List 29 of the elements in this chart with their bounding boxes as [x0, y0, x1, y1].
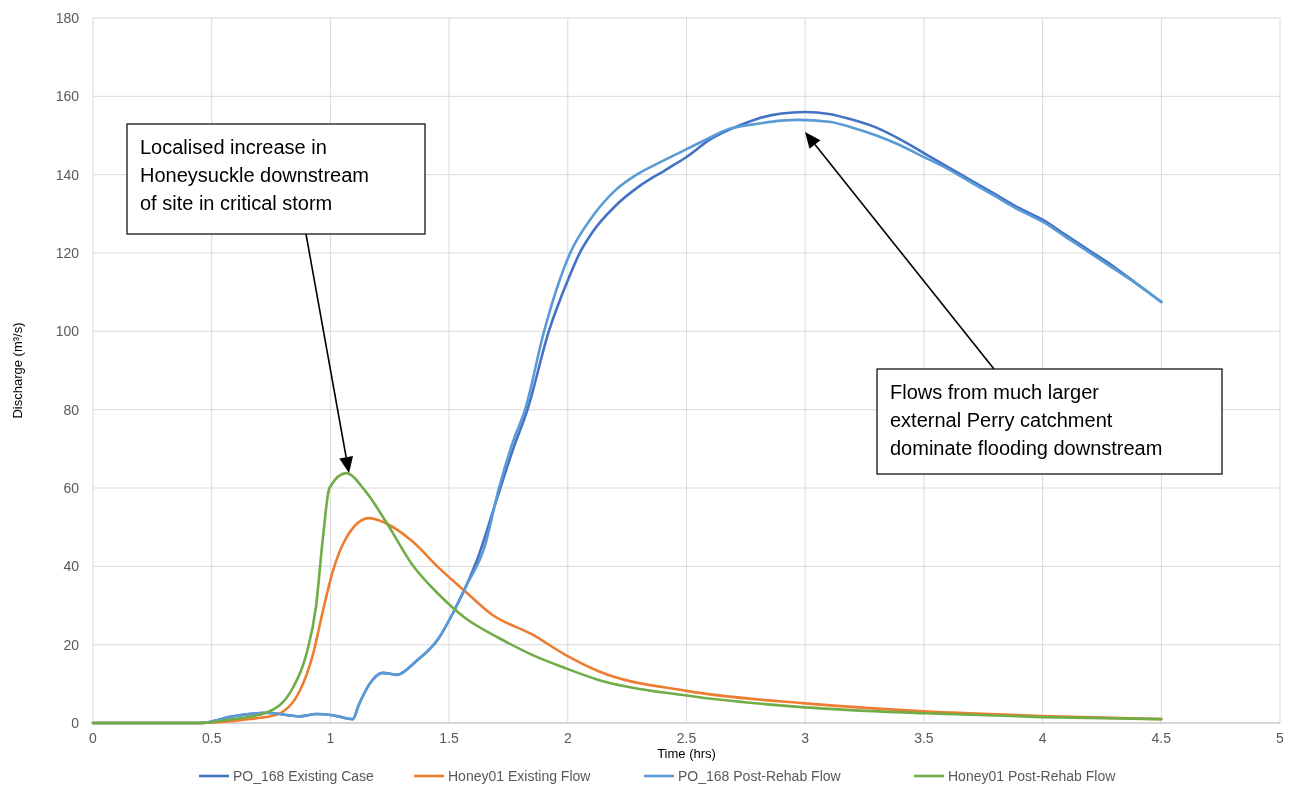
- legend-label: Honey01 Existing Flow: [448, 768, 592, 784]
- y-tick-label: 140: [55, 166, 80, 183]
- x-axis-title: Time (hrs): [657, 746, 716, 761]
- legend-label: PO_168 Existing Case: [233, 768, 375, 784]
- x-tick-label: 2.5: [676, 730, 697, 746]
- x-tick-label: 0: [89, 730, 98, 746]
- y-tick-label: 100: [55, 323, 80, 340]
- y-tick-label: 120: [55, 245, 80, 261]
- y-tick-label: 0: [71, 715, 80, 731]
- x-tick-label: 4.5: [1151, 730, 1172, 746]
- x-tick-label: 5: [1276, 730, 1285, 746]
- x-tick-label: 1: [326, 730, 335, 746]
- x-tick-label: 4: [1038, 730, 1047, 746]
- y-tick-label: 60: [63, 480, 80, 496]
- legend-label: PO_168 Post-Rehab Flow: [678, 768, 842, 784]
- x-tick-label: 2: [563, 730, 572, 746]
- x-tick-label: 1.5: [439, 730, 460, 746]
- y-tick-label: 180: [55, 10, 80, 26]
- annotation: Localised increase in Honeysuckle downstream of site in critical storm: [140, 136, 369, 214]
- x-tick-label: 0.5: [201, 730, 222, 746]
- x-tick-label: 3: [801, 730, 810, 746]
- legend-label: Honey01 Post-Rehab Flow: [948, 768, 1117, 784]
- y-tick-label: 40: [63, 558, 80, 575]
- y-tick-label: 20: [63, 636, 80, 653]
- y-axis-title: Discharge (m³/s): [10, 322, 25, 419]
- x-tick-label: 3.5: [914, 730, 934, 746]
- annotation: Flows from much larger external Perry catchment dominate flooding downstream: [890, 381, 1163, 459]
- y-tick-label: 80: [63, 401, 80, 418]
- y-tick-label: 160: [55, 88, 80, 105]
